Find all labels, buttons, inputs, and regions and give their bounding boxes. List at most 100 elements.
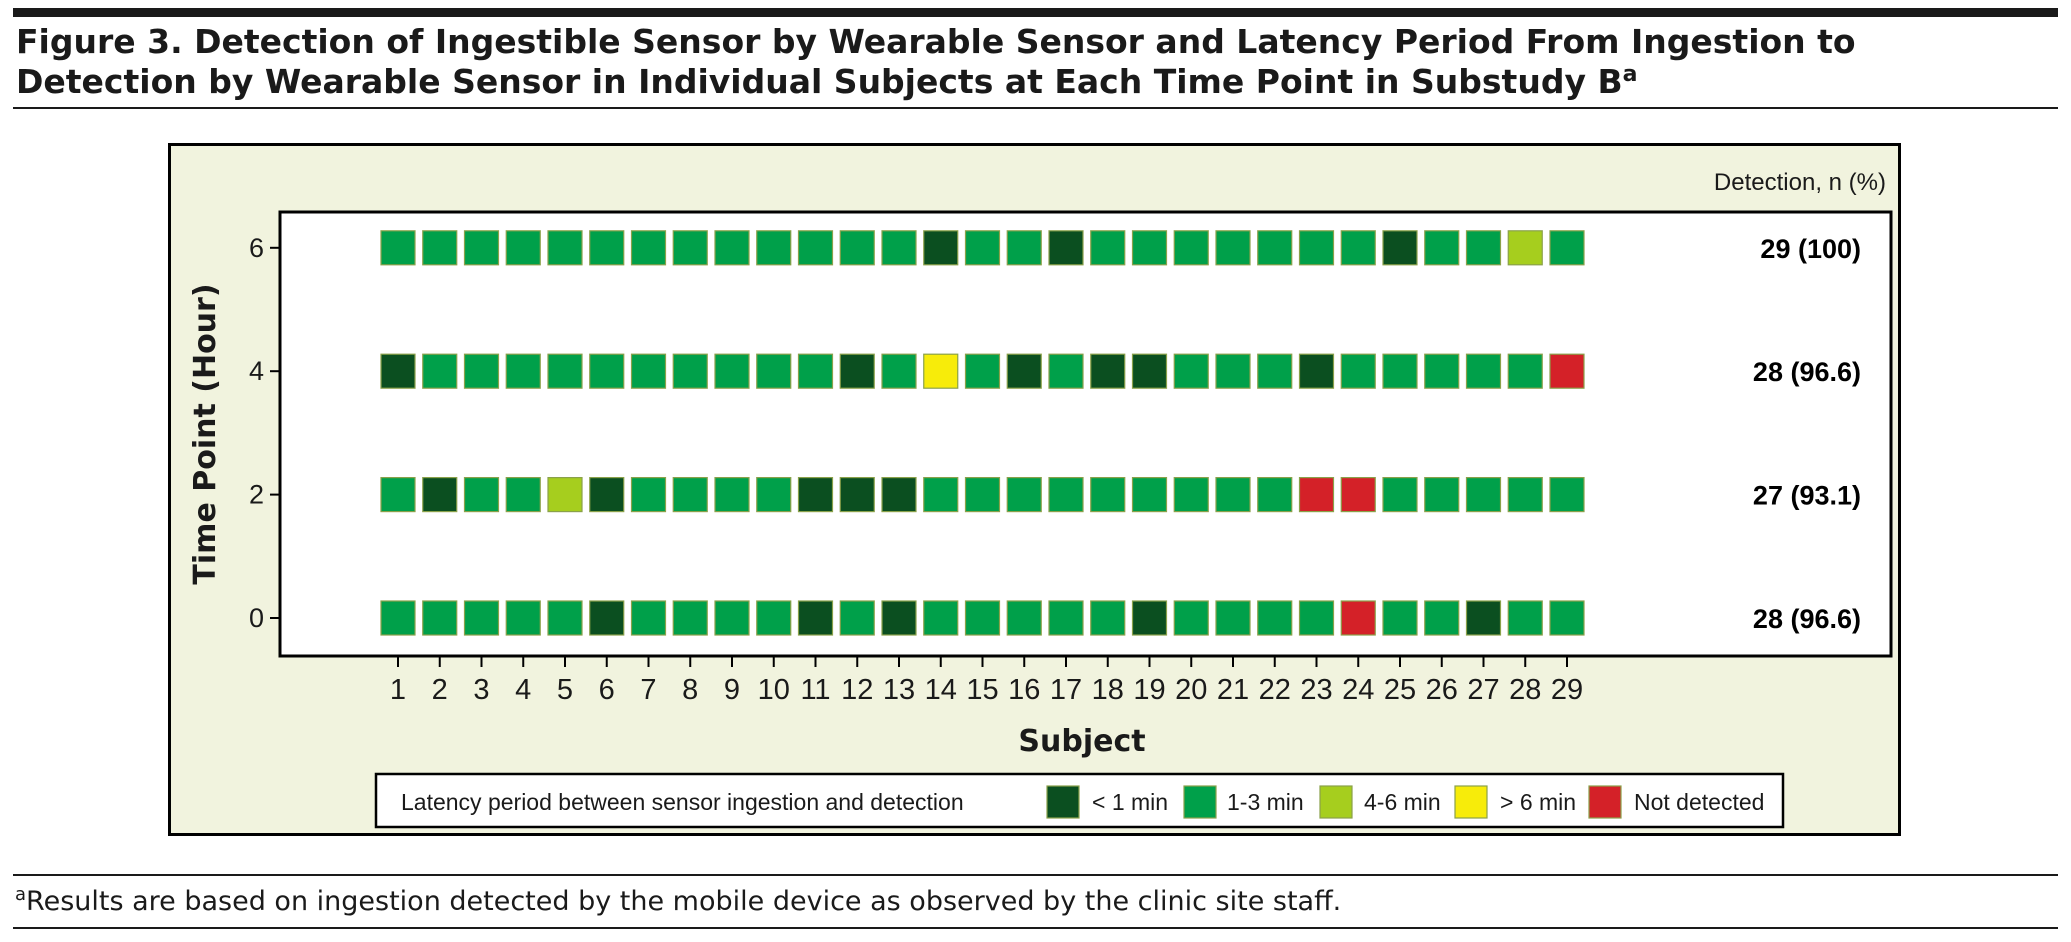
- cell-t0-s20: [1173, 600, 1209, 636]
- cell-t6-s16: [1006, 230, 1042, 266]
- x-tick-label: 4: [515, 674, 531, 706]
- detection-value-t2: 27 (93.1): [1753, 481, 1861, 511]
- x-tick-label: 15: [966, 674, 998, 706]
- footnote-text: Results are based on ingestion detected …: [26, 886, 1342, 917]
- footnote-rule-bottom: [13, 927, 2058, 929]
- cell-t4-s3: [463, 353, 500, 389]
- cell-t6-s15: [964, 230, 1001, 266]
- cell-t2-s9: [714, 477, 750, 513]
- cell-t0-s8: [672, 600, 708, 636]
- cell-t6-s3: [463, 230, 500, 266]
- title-rule: [13, 107, 2058, 109]
- footnote-rule-top: [13, 874, 2058, 876]
- cell-t0-s17: [1048, 600, 1084, 636]
- cell-t0-s2: [422, 600, 458, 636]
- x-tick-label: 1: [390, 674, 406, 706]
- cell-t4-s19: [1131, 353, 1168, 389]
- cell-t2-s7: [630, 477, 667, 513]
- cell-t4-s7: [630, 353, 667, 389]
- x-tick-label: 19: [1133, 674, 1165, 706]
- cell-t0-s11: [797, 600, 834, 636]
- cell-t6-s4: [505, 230, 541, 266]
- legend-label-b: 1-3 min: [1227, 789, 1304, 815]
- detection-value-t0: 28 (96.6): [1753, 604, 1861, 634]
- cell-t4-s20: [1173, 353, 1209, 389]
- cell-t4-s26: [1424, 353, 1460, 389]
- legend-label-d: > 6 min: [1500, 789, 1576, 815]
- cell-t6-s7: [630, 230, 667, 266]
- cell-t2-s17: [1048, 477, 1084, 513]
- cell-t4-s5: [547, 353, 583, 389]
- cell-t6-s5: [547, 230, 583, 266]
- cell-t0-s3: [463, 600, 500, 636]
- cell-t0-s27: [1465, 600, 1502, 636]
- cell-t4-s21: [1215, 353, 1251, 389]
- legend-label-a: < 1 min: [1092, 789, 1168, 815]
- cell-t6-s17: [1048, 230, 1084, 266]
- cell-t2-s13: [881, 477, 917, 513]
- x-tick-label: 29: [1551, 674, 1583, 706]
- cell-t6-s26: [1424, 230, 1460, 266]
- cell-t6-s8: [672, 230, 708, 266]
- cell-t4-s13: [881, 353, 917, 389]
- cell-t6-s14: [923, 230, 959, 266]
- cell-t2-s2: [422, 477, 458, 513]
- x-tick-label: 18: [1092, 674, 1124, 706]
- cell-t4-s10: [756, 353, 792, 389]
- detection-value-t6: 29 (100): [1760, 234, 1861, 264]
- cell-t2-s8: [672, 477, 708, 513]
- cell-t6-s9: [714, 230, 750, 266]
- cell-t0-s24: [1340, 600, 1376, 636]
- cell-t0-s16: [1006, 600, 1042, 636]
- cell-t2-s26: [1424, 477, 1460, 513]
- cell-t0-s29: [1549, 600, 1585, 636]
- cell-t2-s29: [1549, 477, 1585, 513]
- cell-t4-s2: [422, 353, 458, 389]
- cell-t0-s10: [756, 600, 792, 636]
- cell-t6-s28: [1507, 230, 1543, 266]
- cell-t0-s23: [1298, 600, 1335, 636]
- cell-t4-s17: [1048, 353, 1084, 389]
- cell-t6-s29: [1549, 230, 1585, 266]
- cell-t4-s18: [1090, 353, 1126, 389]
- cell-t4-s15: [964, 353, 1001, 389]
- cell-t2-s24: [1340, 477, 1376, 513]
- cell-t6-s24: [1340, 230, 1376, 266]
- cell-t4-s22: [1257, 353, 1293, 389]
- cell-t0-s5: [547, 600, 583, 636]
- x-tick-label: 2: [432, 674, 448, 706]
- legend-label-c: 4-6 min: [1364, 789, 1441, 815]
- cell-t2-s19: [1131, 477, 1168, 513]
- cell-t2-s12: [839, 477, 875, 513]
- cell-t4-s4: [505, 353, 541, 389]
- cell-t0-s1: [380, 600, 416, 636]
- y-tick-label: 4: [249, 356, 264, 386]
- cell-t4-s28: [1507, 353, 1543, 389]
- legend-label-e: Not detected: [1634, 789, 1764, 815]
- x-tick-label: 13: [883, 674, 915, 706]
- x-tick-label: 27: [1467, 674, 1499, 706]
- legend-swatch-b: [1183, 785, 1217, 819]
- chart-panel: Detection, n (%) 0 2 4 6 1 2 3 4 5 6 7 8 9 10 11 12 13 14 1…: [168, 143, 1901, 836]
- cell-t4-s24: [1340, 353, 1376, 389]
- x-tick-label: 25: [1384, 674, 1416, 706]
- legend-swatch-a: [1046, 785, 1080, 819]
- cell-t0-s13: [881, 600, 917, 636]
- cell-t6-s11: [797, 230, 834, 266]
- cell-t2-s22: [1257, 477, 1293, 513]
- cell-t6-s21: [1215, 230, 1251, 266]
- legend-title: Latency period between sensor ingestion …: [401, 789, 964, 815]
- cell-t6-s27: [1465, 230, 1502, 266]
- cell-t6-s12: [839, 230, 875, 266]
- cell-t4-s27: [1465, 353, 1502, 389]
- detection-header: Detection, n (%): [1714, 169, 1886, 196]
- cell-t6-s18: [1090, 230, 1126, 266]
- y-tick-label: 0: [249, 603, 264, 633]
- x-tick-label: 22: [1259, 674, 1291, 706]
- x-tick-label: 14: [925, 674, 957, 706]
- figure-title-text: Figure 3. Detection of Ingestible Sensor…: [16, 22, 1856, 101]
- cell-t6-s6: [589, 230, 625, 266]
- x-tick-label: 28: [1509, 674, 1541, 706]
- cell-t4-s9: [714, 353, 750, 389]
